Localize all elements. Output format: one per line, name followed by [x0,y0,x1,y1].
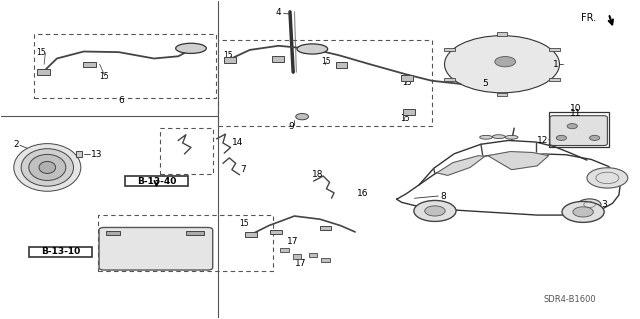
Text: 4: 4 [275,8,281,17]
Bar [549,48,559,51]
Circle shape [414,200,456,221]
Polygon shape [488,152,548,170]
Bar [403,109,415,115]
Polygon shape [437,156,484,175]
FancyBboxPatch shape [550,116,607,145]
Circle shape [457,42,547,86]
Circle shape [445,36,559,93]
Circle shape [425,206,445,216]
Bar [321,258,330,262]
Bar [497,93,507,96]
Bar [401,75,413,81]
Text: 15: 15 [36,48,45,57]
Ellipse shape [297,44,328,54]
Ellipse shape [492,135,505,138]
Text: 11: 11 [570,109,581,118]
Text: 6: 6 [118,96,124,105]
Text: 5: 5 [482,79,488,88]
Bar [98,215,273,271]
Bar [245,232,257,237]
Bar [280,248,289,252]
Text: 17: 17 [287,237,298,246]
Text: 18: 18 [312,170,324,179]
Bar [548,113,609,147]
FancyBboxPatch shape [99,227,212,270]
Bar [29,247,92,257]
Ellipse shape [39,161,56,174]
Text: 15: 15 [239,219,249,228]
Text: 1: 1 [552,60,558,69]
Bar [272,56,284,62]
Bar [444,78,454,81]
Ellipse shape [175,43,206,53]
Bar [444,48,454,51]
Bar [161,128,212,174]
Bar [83,62,96,67]
Text: SDR4-B1600: SDR4-B1600 [543,295,596,304]
Bar [186,231,204,235]
Circle shape [573,207,593,217]
Text: 16: 16 [357,189,369,198]
Bar [336,62,348,68]
Ellipse shape [479,135,492,139]
Text: 3: 3 [601,200,607,209]
Text: 14: 14 [232,138,243,147]
Circle shape [495,56,516,67]
Bar [218,41,432,126]
Bar [125,176,188,187]
Text: 17: 17 [294,259,306,268]
Text: 10: 10 [570,104,581,113]
Bar [37,69,50,75]
Text: 15: 15 [400,114,410,123]
Circle shape [578,199,601,210]
Circle shape [589,135,600,140]
Ellipse shape [29,154,66,181]
Text: 15: 15 [223,51,232,60]
Circle shape [567,123,577,129]
Bar [320,226,332,230]
Circle shape [562,201,604,222]
Bar [76,151,83,157]
Circle shape [587,168,628,188]
Text: FR.: FR. [580,13,596,23]
Text: 8: 8 [440,191,446,201]
Circle shape [296,114,308,120]
Text: 12: 12 [537,136,548,145]
Bar [497,33,507,36]
Text: 15: 15 [402,78,412,87]
Text: B-13-40: B-13-40 [137,177,176,186]
Text: B-13-10: B-13-10 [41,248,81,256]
Bar [308,253,317,257]
Text: 9: 9 [288,122,294,131]
Text: 13: 13 [92,150,103,159]
Bar [224,57,236,63]
Bar [270,230,282,234]
Ellipse shape [21,149,74,186]
Text: 7: 7 [240,165,246,174]
Ellipse shape [505,135,518,139]
Bar [292,255,301,259]
Circle shape [470,48,534,80]
Text: 15: 15 [100,72,109,81]
Text: 2: 2 [13,140,19,149]
Circle shape [556,135,566,140]
Ellipse shape [14,144,81,191]
Bar [106,231,120,235]
Bar [34,34,216,98]
Text: 15: 15 [321,56,331,65]
Circle shape [486,56,518,72]
Bar [549,78,559,81]
